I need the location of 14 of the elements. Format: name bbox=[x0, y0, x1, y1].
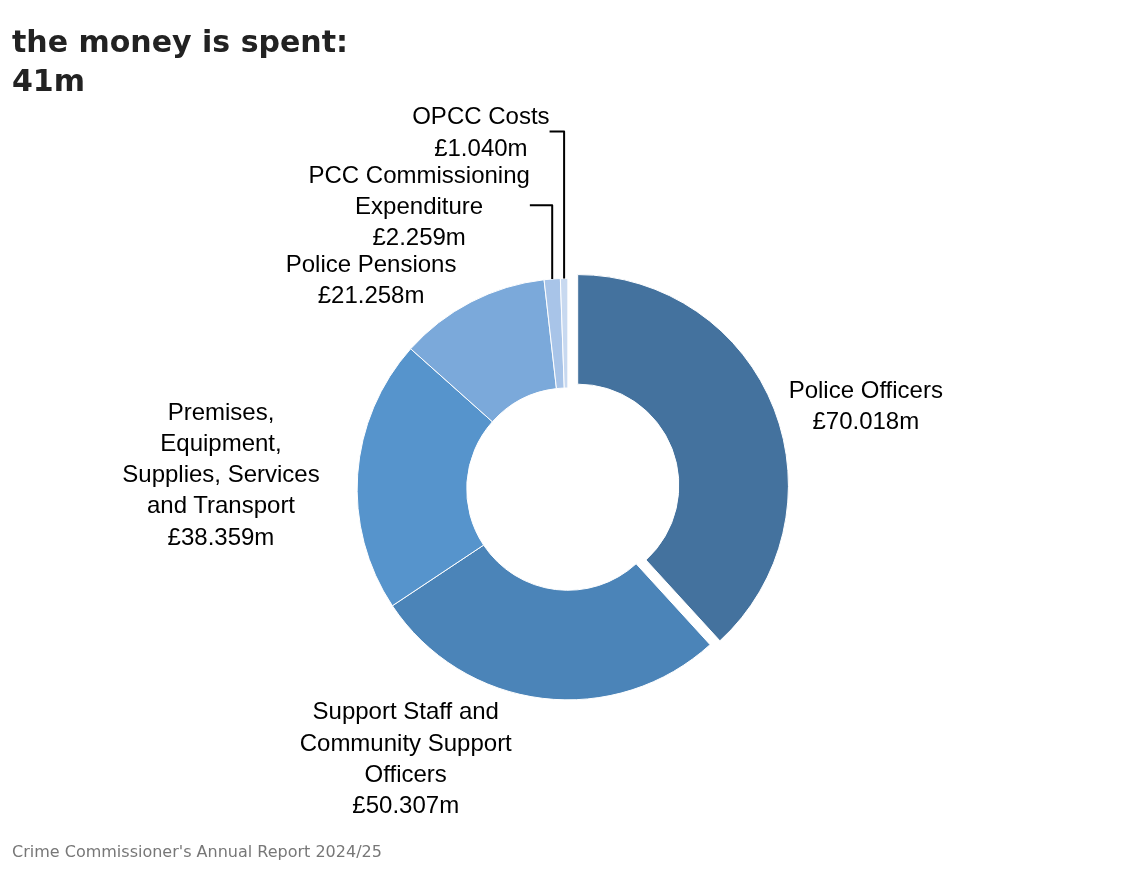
slice-label: Support Staff and Community Support Officers bbox=[299, 697, 513, 787]
slice-label: PCC Commissioning Expenditure bbox=[308, 160, 530, 219]
text: Crime Commissioner's Annual Report 2024/25 bbox=[12, 842, 382, 861]
data-label: £70.018m bbox=[812, 407, 920, 435]
data-label: £38.359m bbox=[167, 522, 275, 550]
slice-label: Premises, Equipment, Supplies, Services and Transport bbox=[122, 397, 320, 519]
data-label: £50.307m bbox=[352, 791, 460, 819]
slice-label: OPCC Costs bbox=[412, 102, 550, 130]
slice-label: Police Pensions bbox=[285, 249, 457, 277]
chart-title: the money is spent: 41m bbox=[12, 24, 349, 98]
data-label: £21.258m bbox=[317, 281, 425, 309]
slice-label: Police Officers bbox=[788, 376, 943, 404]
data-label: £2.259m bbox=[372, 222, 466, 250]
data-label: £1.040m bbox=[434, 133, 528, 161]
